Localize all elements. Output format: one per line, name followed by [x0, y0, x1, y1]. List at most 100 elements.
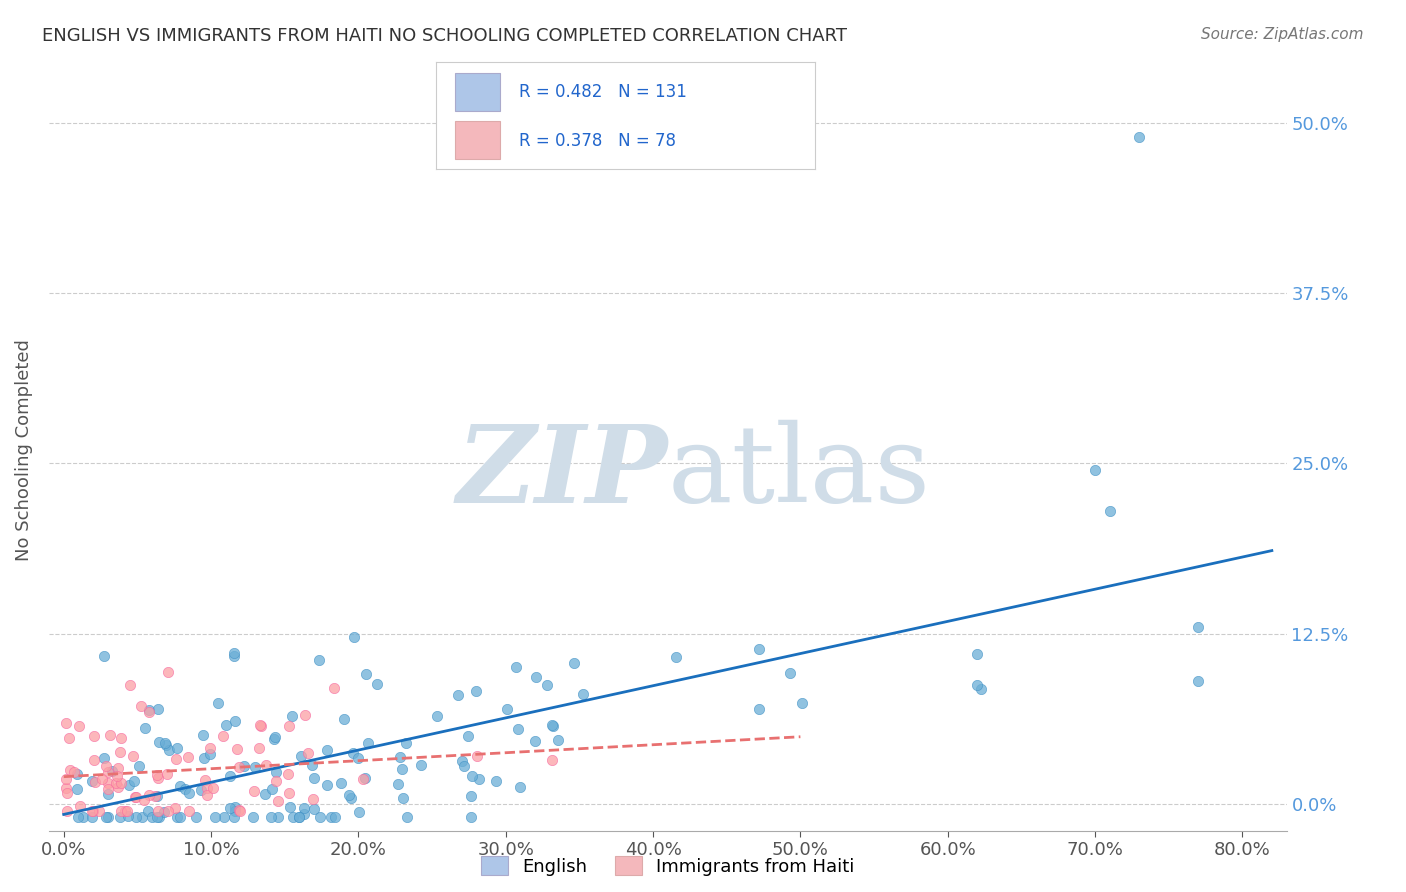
Point: [146, 789, 169, 803]
Point: [143, 789, 166, 803]
Point: [166, 810, 188, 824]
Point: [346, 751, 368, 765]
Point: [110, 804, 132, 818]
Point: [101, 764, 124, 779]
Point: [321, 810, 343, 824]
Point: [193, 751, 215, 765]
Point: [325, 810, 347, 824]
Point: [212, 810, 235, 824]
Point: [457, 729, 479, 743]
Point: [148, 734, 170, 748]
Point: [108, 810, 131, 824]
Point: [301, 792, 323, 806]
Point: [156, 767, 179, 781]
Point: [1128, 129, 1150, 144]
Y-axis label: No Schooling Completed: No Schooling Completed: [15, 339, 32, 561]
Point: [83, 753, 105, 767]
Point: [194, 773, 217, 788]
Point: [117, 809, 139, 823]
Point: [243, 784, 266, 798]
Point: [224, 810, 246, 824]
Point: [267, 810, 290, 824]
Point: [224, 804, 246, 818]
Point: [792, 696, 814, 710]
Point: [141, 810, 163, 824]
Point: [281, 709, 304, 723]
Point: [80, 810, 103, 824]
Point: [302, 802, 325, 816]
Point: [395, 736, 418, 750]
Point: [146, 804, 169, 818]
Point: [63, 764, 86, 779]
Point: [93, 648, 115, 663]
Point: [65, 781, 87, 796]
Point: [145, 768, 167, 782]
Text: Source: ZipAtlas.com: Source: ZipAtlas.com: [1201, 27, 1364, 42]
Point: [524, 670, 547, 684]
Point: [259, 810, 281, 824]
Point: [97, 787, 120, 801]
Point: [55, 715, 77, 730]
Point: [468, 772, 491, 787]
Point: [247, 741, 270, 756]
Text: R = 0.482   N = 131: R = 0.482 N = 131: [519, 84, 688, 102]
Point: [357, 736, 380, 750]
Point: [107, 761, 129, 775]
Point: [179, 786, 201, 800]
Point: [201, 781, 224, 796]
Point: [287, 810, 309, 824]
Point: [198, 747, 221, 762]
Point: [156, 665, 179, 679]
Point: [107, 780, 129, 794]
Point: [128, 759, 150, 773]
Point: [110, 776, 132, 790]
Point: [392, 790, 415, 805]
Point: [1187, 620, 1209, 634]
Point: [165, 752, 187, 766]
Point: [316, 742, 339, 756]
Point: [389, 750, 412, 764]
Point: [1098, 504, 1121, 518]
Point: [224, 714, 246, 729]
Point: [447, 688, 470, 702]
Point: [146, 771, 169, 785]
Point: [267, 794, 290, 808]
Point: [264, 774, 287, 789]
Point: [157, 742, 180, 756]
Point: [174, 781, 197, 796]
Point: [94, 810, 117, 824]
Point: [153, 736, 176, 750]
Point: [540, 753, 562, 767]
Point: [114, 804, 136, 818]
Point: [163, 801, 186, 815]
Point: [82, 804, 104, 818]
Point: [249, 718, 271, 732]
Point: [505, 660, 527, 674]
Point: [288, 810, 311, 824]
Point: [1084, 463, 1107, 477]
Point: [69, 798, 91, 813]
Point: [308, 653, 330, 667]
Point: [166, 740, 188, 755]
Point: [337, 788, 360, 802]
Point: [169, 810, 191, 824]
Point: [148, 810, 170, 824]
Point: [250, 719, 273, 733]
Point: [91, 772, 114, 786]
Point: [342, 747, 364, 761]
Point: [779, 665, 801, 680]
Point: [540, 717, 562, 731]
Point: [343, 630, 366, 644]
Point: [152, 805, 174, 820]
Point: [347, 805, 370, 820]
Point: [218, 769, 240, 783]
Point: [308, 810, 330, 824]
Point: [460, 789, 482, 803]
Point: [302, 772, 325, 786]
Point: [55, 786, 77, 800]
Point: [354, 667, 377, 681]
Point: [450, 754, 472, 768]
Point: [195, 780, 218, 795]
Point: [329, 776, 352, 790]
Point: [292, 800, 315, 814]
